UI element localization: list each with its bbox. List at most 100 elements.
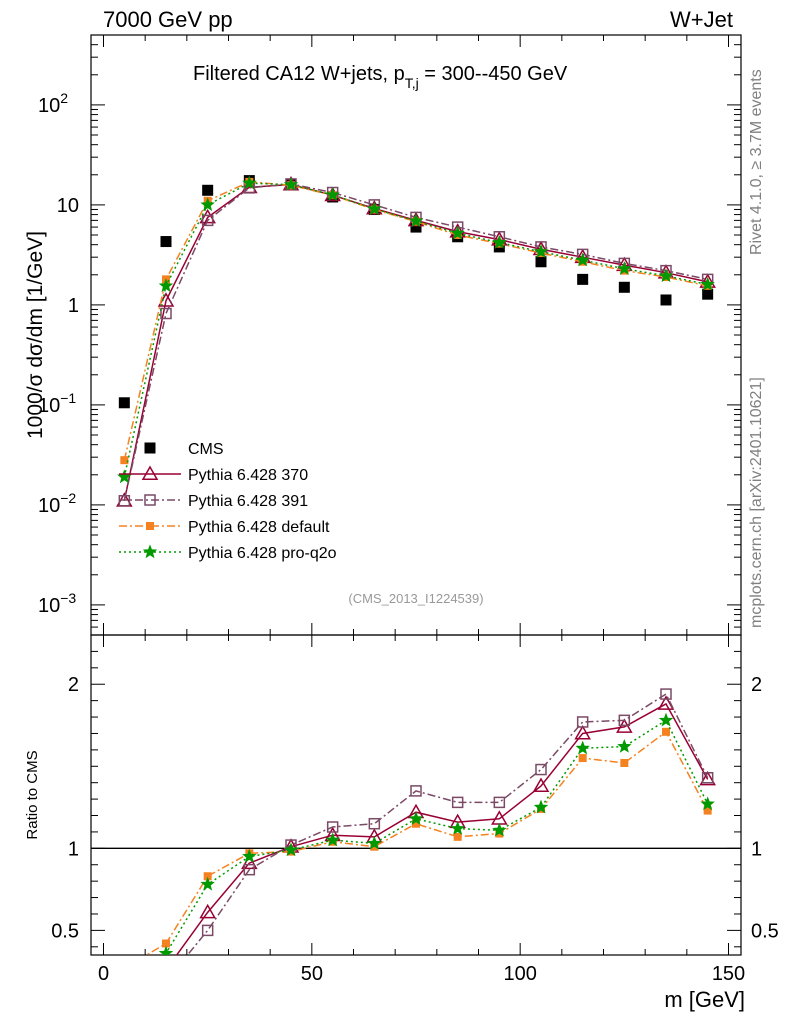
ratio-plot-panel: 0 50 100 150 0.5 0.5 1 1 2 2 <box>51 634 779 1000</box>
pdefault-ratio-point <box>162 939 170 948</box>
pq2o-ratio-point <box>700 796 715 811</box>
ratio-y-tick-label: 1 <box>68 838 79 860</box>
x-tick-label: 50 <box>301 963 323 985</box>
x-tick-label: 150 <box>712 963 745 985</box>
pq2o-ratio-point <box>450 820 465 835</box>
process-label: W+Jet <box>670 7 733 32</box>
p370-ratio-point <box>574 724 591 740</box>
p391-ratio-point <box>368 817 381 830</box>
pdefault-ratio-point <box>120 964 128 972</box>
p391-legend-marker <box>144 494 156 506</box>
y-tick-label: 10−3 <box>38 590 76 617</box>
y-tick-label: 10 <box>57 195 79 217</box>
cms-point <box>160 236 172 248</box>
pdefault-ratio-point <box>412 819 420 828</box>
pq2o-ratio-point <box>367 835 382 850</box>
pq2o-point <box>200 197 215 212</box>
p391-ratio-line <box>186 693 709 955</box>
pq2o-ratio-point <box>533 799 549 814</box>
main-y-axis-label: 1000/σ dσ/dm [1/GeV] <box>24 231 47 439</box>
p370-ratio-point <box>159 963 173 975</box>
p391-ratio-point <box>493 796 506 809</box>
pq2o-point <box>283 177 299 191</box>
pdefault-ratio-point <box>578 754 587 763</box>
p370-point <box>199 208 216 224</box>
y-tick-label: 1 <box>68 295 79 317</box>
p391-ratio-point <box>410 785 422 797</box>
pdefault-ratio-point <box>203 872 212 881</box>
cms-point <box>202 184 214 196</box>
p391-ratio-point <box>576 716 589 728</box>
pq2o-ratio-point <box>325 832 340 847</box>
ratio-y-tick-label: 0.5 <box>51 920 79 942</box>
p370-legend-marker <box>141 465 159 480</box>
x-tick-label: 100 <box>503 963 536 985</box>
p391-ratio-point <box>326 821 339 833</box>
pq2o-ratio-point <box>200 876 215 891</box>
pdefault-legend-label: Pythia 6.428 default <box>188 519 330 536</box>
ratio-frame <box>90 634 742 956</box>
pq2o-point <box>325 187 340 201</box>
y-tick-label: 10−2 <box>38 490 76 517</box>
pq2o-point <box>242 175 257 190</box>
pq2o-ratio-point <box>242 848 257 863</box>
p391-point <box>201 214 214 227</box>
pq2o-point <box>492 235 507 249</box>
p370-ratio-line <box>175 702 709 955</box>
pq2o-ratio-point <box>492 822 507 837</box>
y-tick-label: 102 <box>38 90 68 117</box>
pq2o-legend-marker <box>142 544 158 559</box>
p370-ratio-point <box>699 770 716 786</box>
pdefault-ratio-line <box>145 730 709 955</box>
p370-ratio-point <box>657 695 675 710</box>
pq2o-ratio-point <box>408 811 424 825</box>
main-title: Filtered CA12 W+jets, pT,j = 300--450 Ge… <box>193 63 568 91</box>
pq2o-ratio-point <box>118 976 130 988</box>
pq2o-ratio-point <box>283 842 299 857</box>
main-plot-panel: 10−3 10−2 10−1 1 10 102 <box>38 34 742 647</box>
cms-point <box>535 256 547 268</box>
y-tick-label: 10−1 <box>38 390 76 417</box>
pdefault-ratio-point <box>620 759 629 767</box>
pq2o-point <box>450 225 465 240</box>
pq2o-ratio-point <box>575 740 590 755</box>
p391-ratio-point <box>201 924 214 937</box>
ratio-y-tick-label-right: 2 <box>751 674 762 696</box>
cms-point <box>660 294 672 306</box>
pq2o-ratio-line <box>162 719 709 955</box>
ratio-y-tick-label-right: 1 <box>751 838 762 860</box>
pq2o-point <box>158 278 174 292</box>
cms-legend-label: CMS <box>188 441 224 458</box>
cms-legend-marker <box>144 442 156 454</box>
x-tick-label: 0 <box>98 963 109 985</box>
p391-ratio-point <box>660 688 672 700</box>
p391-ratio-point <box>701 772 714 784</box>
pdefault-legend-marker <box>146 522 154 530</box>
cms-point <box>410 221 422 233</box>
pq2o-point <box>408 213 424 228</box>
pq2o-ratio-point <box>158 945 174 955</box>
analysis-id: (CMS_2013_I1224539) <box>348 591 483 606</box>
p391-point <box>160 307 172 320</box>
pdefault-ratio-point <box>662 727 670 736</box>
p391-point <box>118 495 131 507</box>
pq2o-point <box>617 261 632 275</box>
pq2o-point <box>658 268 674 283</box>
ratio-y-tick-label: 2 <box>68 674 79 696</box>
pq2o-point <box>533 244 549 258</box>
p370-ratio-point <box>532 777 550 792</box>
pq2o-legend-label: Pythia 6.428 pro-q2o <box>188 545 337 562</box>
p391-ratio-point <box>618 714 631 727</box>
pdefault-ratio-point <box>453 832 462 841</box>
ratio-y-tick-label-right: 0.5 <box>751 920 779 942</box>
cms-point <box>702 288 714 300</box>
p391-ratio-point <box>243 863 256 876</box>
ratio-series-group <box>117 688 716 1000</box>
pq2o-point <box>367 201 382 216</box>
pq2o-ratio-point <box>617 739 632 753</box>
pq2o-point <box>700 276 715 291</box>
p370-legend-label: Pythia 6.428 370 <box>188 467 308 484</box>
pq2o-ratio-point <box>658 712 674 727</box>
p370-ratio-point <box>117 988 131 1000</box>
